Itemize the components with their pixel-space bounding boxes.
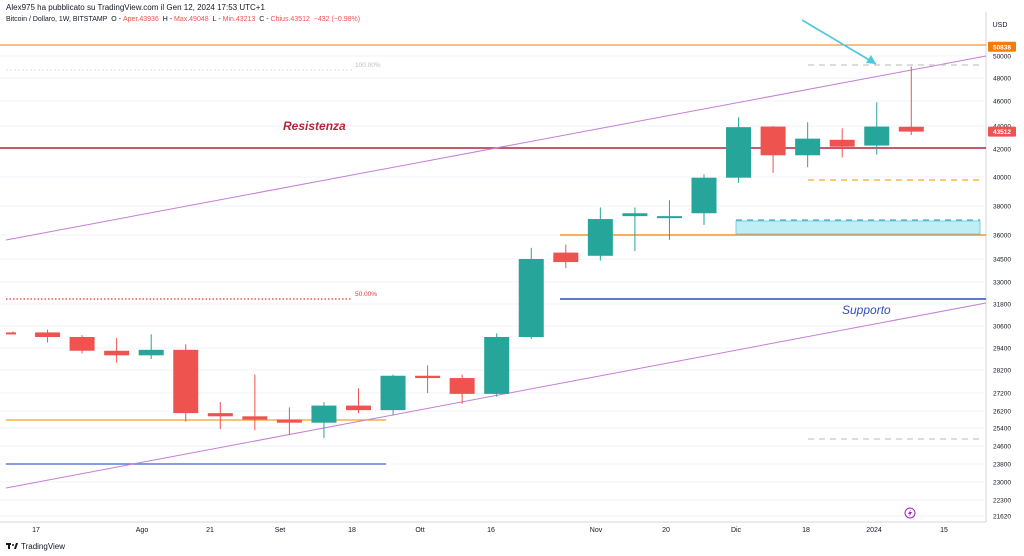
fib-50-label: 50.00% (355, 291, 377, 298)
y-tick-label: 42000 (993, 147, 1011, 154)
time-axis: 17 Ago 21 Set 18 Ott 16 Nov 20 Dic 18 2024 15 (32, 527, 948, 534)
symbol-name[interactable]: Bitcoin / Dollaro, 1W, BITSTAMP (6, 16, 108, 23)
y-tick-label: 27200 (993, 391, 1011, 398)
event-bolt-icon (904, 507, 916, 519)
close-label: C (259, 16, 265, 23)
x-tick-label: 18 (348, 527, 356, 534)
candle-body (760, 126, 786, 156)
symbol-info-line: Bitcoin / Dollaro, 1W, BITSTAMP O - Aper… (6, 16, 361, 23)
candle-body (656, 216, 682, 219)
y-tick-label: 46000 (993, 99, 1011, 106)
candle-body (104, 350, 130, 356)
y-tick-label: 50000 (993, 54, 1011, 61)
candle-body (311, 405, 337, 423)
resistance-label: Resistenza (283, 119, 346, 133)
tradingview-logo-icon (6, 543, 18, 549)
candle-body (6, 332, 16, 335)
y-tick-label: 23800 (993, 462, 1011, 469)
candle-body (898, 126, 924, 132)
tradingview-brand[interactable]: TradingView (6, 542, 65, 551)
candle-body (346, 405, 371, 411)
x-tick-label: 17 (32, 527, 40, 534)
arrow-head (866, 55, 876, 64)
high-label: H (162, 16, 168, 23)
annotation-labels: Resistenza Supporto 100.00% 50.00% (283, 62, 916, 519)
y-tick-label: 29400 (993, 346, 1011, 353)
event-bolt-glyph (908, 509, 912, 517)
candle-body (587, 219, 613, 256)
x-tick-label: Dic (731, 527, 742, 534)
price-badge-label: 43512 (993, 129, 1011, 136)
open-value: Aper.43936 (122, 16, 159, 23)
x-tick-label: Nov (590, 527, 603, 534)
y-tick-label: 33000 (993, 280, 1011, 287)
candle-body (69, 337, 95, 351)
candle-body (207, 413, 233, 417)
y-tick-label: 36000 (993, 233, 1011, 240)
y-tick-label: 31800 (993, 302, 1011, 309)
candles (6, 66, 924, 439)
chart-drawings (0, 19, 987, 489)
candle-body (276, 419, 302, 423)
y-tick-label: 30600 (993, 324, 1011, 331)
y-tick-label: 48000 (993, 76, 1011, 83)
price-badge (988, 126, 1016, 137)
x-tick-label: Set (275, 527, 286, 534)
x-tick-label: Ago (136, 527, 149, 534)
y-tick-label: 21620 (993, 514, 1011, 521)
candle-body (484, 337, 510, 394)
x-tick-label: 2024 (866, 527, 882, 534)
change-value: −432 (−0.98%) (313, 16, 361, 23)
y-tick-label: 34500 (993, 257, 1011, 264)
close-value: Chius.43512 (270, 16, 310, 23)
x-tick-label: 20 (662, 527, 670, 534)
high-value: Max.49048 (173, 16, 209, 23)
candle-body (35, 332, 61, 337)
brand-name: TradingView (21, 542, 66, 551)
y-tick-label: 22300 (993, 498, 1011, 505)
candle-body (726, 127, 752, 178)
y-tick-label: 25400 (993, 426, 1011, 433)
price-axis: USD 21620 22300 23000 23800 24600 25400 26200 27… (988, 22, 1016, 521)
low-value: Min.43213 (222, 16, 256, 23)
candle-body (864, 126, 890, 146)
x-tick-label: 16 (487, 527, 495, 534)
x-tick-label: 15 (940, 527, 948, 534)
open-label: O (111, 16, 117, 23)
candle-body (553, 252, 579, 263)
chart-grid (0, 12, 987, 523)
support-label: Supporto (842, 303, 891, 317)
upper-trendline (5, 55, 987, 241)
candle-body (622, 213, 648, 217)
y-tick-label: 40000 (993, 175, 1011, 182)
candle-body (829, 139, 855, 147)
candle-body (518, 259, 544, 337)
x-tick-label: Ott (415, 527, 424, 534)
candle-body (242, 416, 268, 420)
low-label: L (212, 16, 217, 23)
x-tick-label: 21 (206, 527, 214, 534)
arrow-shaft (801, 19, 877, 65)
highlight-zone (735, 220, 981, 235)
y-tick-label: 38000 (993, 204, 1011, 211)
x-tick-label: 18 (802, 527, 810, 534)
candle-body (173, 349, 199, 414)
candle-body (449, 378, 475, 394)
publisher-header: Alex975 ha pubblicato su TradingView.com… (6, 3, 265, 12)
y-tick-label: 28200 (993, 368, 1011, 375)
candle-body (795, 138, 821, 156)
fib-100-label: 100.00% (355, 62, 381, 69)
candle-body (138, 349, 164, 356)
currency-label: USD (993, 22, 1008, 29)
candle-body (380, 375, 406, 411)
y-tick-label: 23000 (993, 480, 1011, 487)
y-tick-label: 26200 (993, 409, 1011, 416)
price-badge-label: 50838 (993, 44, 1011, 51)
price-badge (988, 41, 1016, 52)
lower-trendline (5, 302, 987, 489)
candle-body (691, 177, 717, 214)
y-tick-label: 24600 (993, 444, 1011, 451)
candle-body (415, 375, 441, 379)
